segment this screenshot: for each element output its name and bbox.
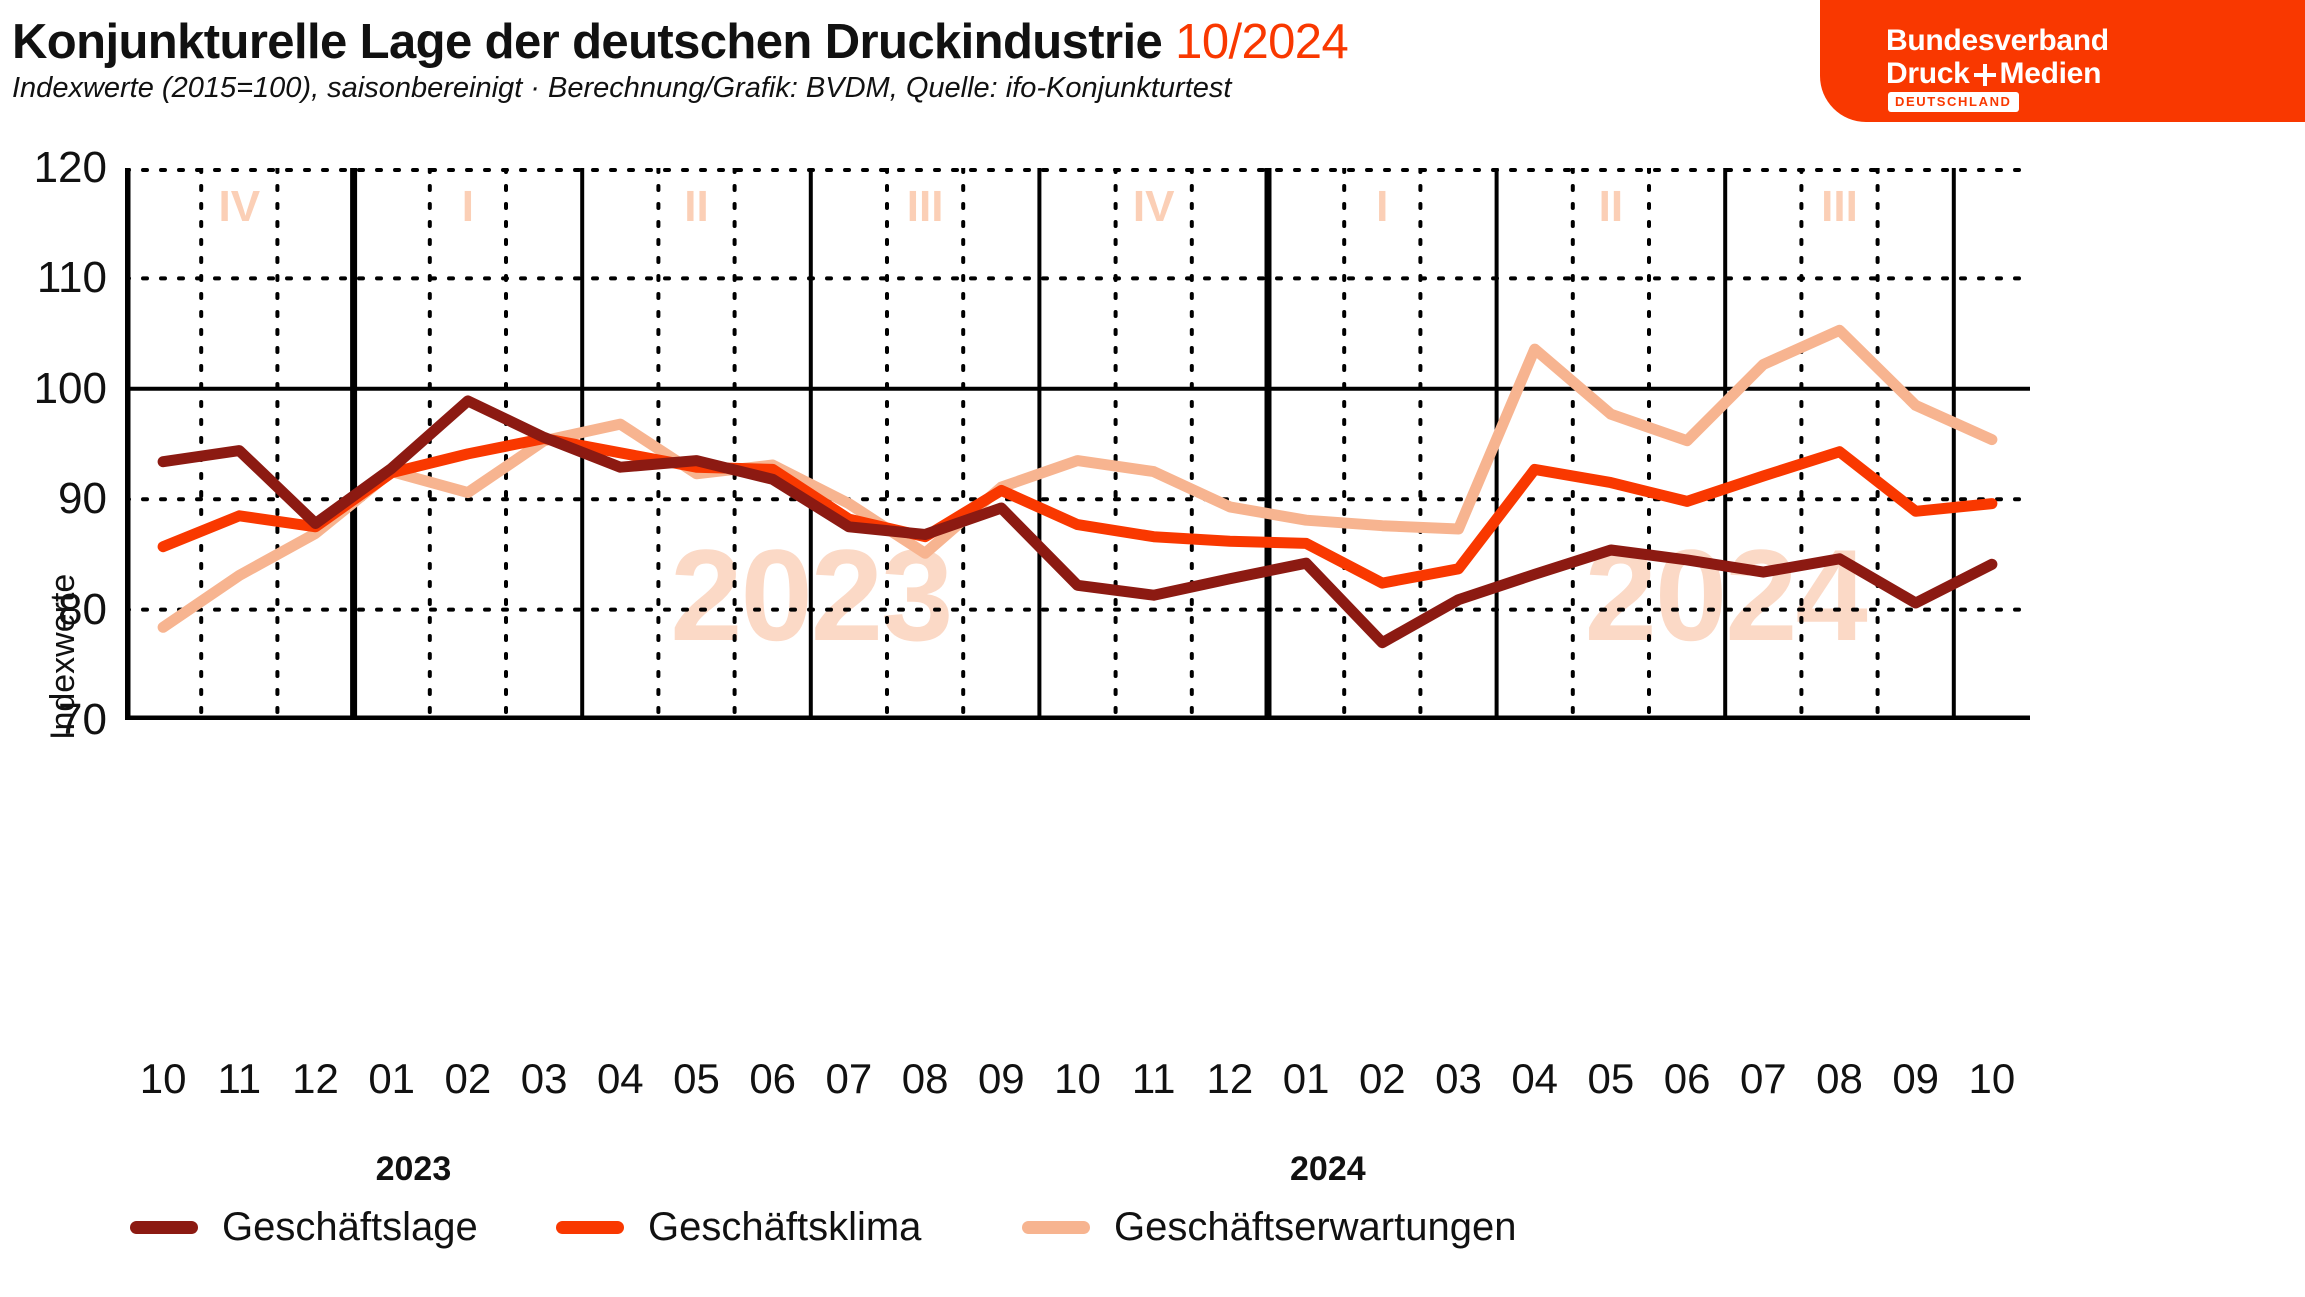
x-tick-label: 09 — [977, 1055, 1025, 1102]
plus-icon — [1972, 61, 1998, 87]
logo-line-2: Druck Medien — [1886, 57, 2109, 90]
logo-country-badge: DEUTSCHLAND — [1888, 92, 2019, 112]
bvdm-logo: Bundesverband Druck Medien DEUTSCHLAND — [1820, 0, 2305, 122]
x-tick-label: 06 — [1663, 1055, 1711, 1102]
x-tick-label: 04 — [596, 1055, 644, 1102]
y-tick-label: 80 — [58, 584, 107, 634]
quarter-label: I — [461, 182, 475, 231]
series-line-geschftserwartungen — [157, 324, 1998, 633]
x-tick-label: 08 — [901, 1055, 949, 1102]
x-tick-label: 01 — [1282, 1055, 1330, 1102]
x-tick-label: 01 — [368, 1055, 416, 1102]
quarter-label: I — [1376, 182, 1389, 231]
legend-item[interactable]: Geschäftsklima — [556, 1205, 921, 1250]
series-line-geschftsklima — [157, 433, 1998, 589]
logo-wordmark: Bundesverband Druck Medien — [1886, 24, 2109, 90]
x-tick-label: 05 — [673, 1055, 720, 1102]
x-axis-ticks: 10 11 12 01 02 03 04 05 06 07 08 09 10 11 12 01 02 03 04 05… — [125, 1055, 2030, 1115]
x-tick-label: 02 — [444, 1055, 492, 1102]
x-tick-label: 12 — [292, 1055, 339, 1102]
page-title: Konjunkturelle Lage der deutschen Drucki… — [12, 14, 1349, 70]
logo-medien-text: Medien — [1999, 57, 2102, 90]
chart-subtitle: Indexwerte (2015=100), saisonbereinigt ·… — [12, 72, 1232, 104]
logo-druck-text: Druck — [1886, 57, 1970, 90]
y-tick-label: 90 — [58, 474, 107, 524]
x-axis-year-label: 2023 — [375, 1150, 452, 1188]
chart-legend: Geschäftslage Geschäftsklima Geschäftserwa… — [0, 1195, 2305, 1275]
legend-label: Geschäftserwartungen — [1114, 1205, 1517, 1249]
x-tick-label: 02 — [1358, 1055, 1406, 1102]
legend-swatch — [556, 1221, 624, 1234]
x-tick-label: 09 — [1892, 1055, 1940, 1102]
legend-swatch — [1022, 1221, 1090, 1234]
quarter-label: IV — [1132, 182, 1175, 231]
x-tick-label: 04 — [1511, 1055, 1559, 1102]
y-tick-label: 70 — [58, 695, 107, 744]
x-tick-label: 11 — [217, 1055, 262, 1102]
quarter-label: III — [906, 182, 944, 231]
series-line-geschftslage — [157, 395, 1998, 649]
y-tick-label: 110 — [36, 253, 107, 303]
legend-item[interactable]: Geschäftserwartungen — [1022, 1205, 1516, 1250]
y-tick-label: 120 — [33, 143, 107, 192]
quarter-label: III — [1821, 182, 1858, 231]
x-tick-label: 03 — [520, 1055, 568, 1102]
x-tick-label: 10 — [1968, 1055, 2016, 1102]
title-main: Konjunkturelle Lage der deutschen Drucki… — [12, 15, 1163, 69]
chart-plot-area — [125, 168, 2030, 720]
legend-item[interactable]: Geschäftslage — [130, 1205, 478, 1250]
line-chart-svg — [125, 168, 2030, 720]
x-tick-label: 03 — [1435, 1055, 1482, 1102]
quarter-label: II — [1598, 182, 1624, 231]
x-tick-label: 11 — [1131, 1055, 1176, 1102]
x-tick-label: 06 — [749, 1055, 797, 1102]
legend-label: Geschäftsklima — [648, 1205, 922, 1249]
x-tick-label: 12 — [1206, 1055, 1254, 1102]
x-tick-label: 07 — [1739, 1055, 1787, 1102]
x-tick-label: 05 — [1587, 1055, 1635, 1102]
legend-swatch — [130, 1221, 198, 1234]
title-period: 10/2024 — [1175, 15, 1349, 69]
x-axis-year-label: 2024 — [1290, 1150, 1366, 1188]
legend-label: Geschäftslage — [222, 1205, 478, 1249]
x-tick-label: 10 — [1054, 1055, 1101, 1102]
logo-line-1: Bundesverband — [1886, 24, 2109, 57]
quarter-label: IV — [218, 182, 261, 231]
chart-header: Konjunkturelle Lage der deutschen Drucki… — [0, 0, 1820, 130]
x-tick-label: 10 — [139, 1055, 187, 1102]
x-tick-label: 08 — [1816, 1055, 1863, 1102]
x-tick-label: 07 — [825, 1055, 873, 1102]
quarter-label: II — [684, 182, 709, 231]
y-tick-label: 100 — [33, 363, 107, 413]
